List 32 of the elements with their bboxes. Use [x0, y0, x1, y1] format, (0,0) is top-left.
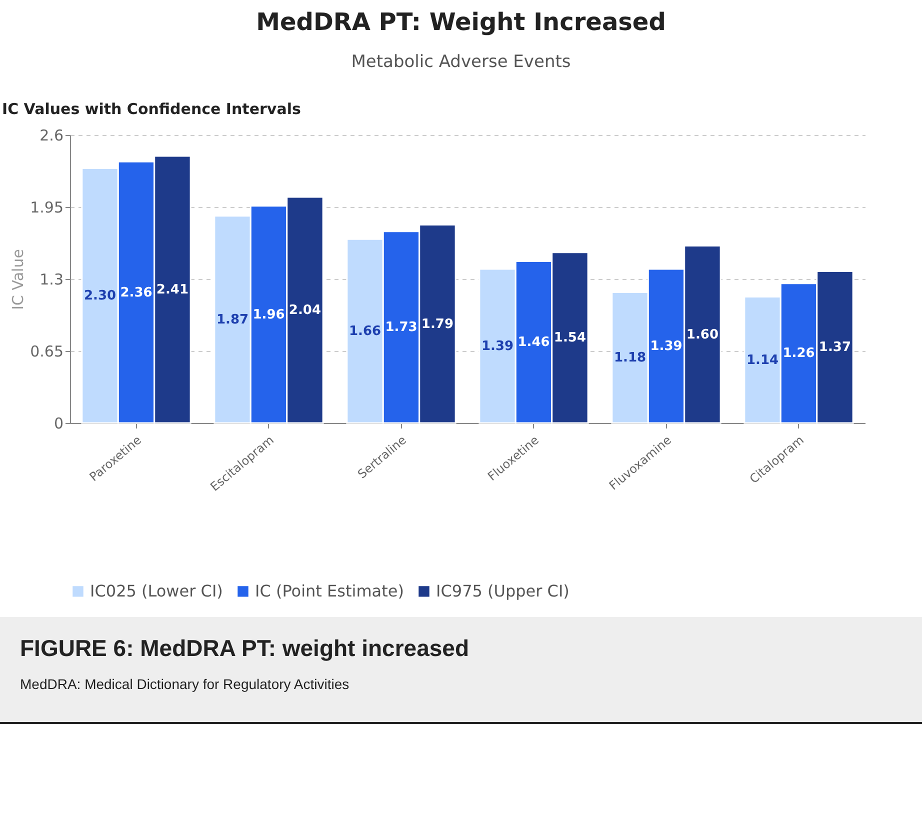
data-label: 2.41	[156, 282, 189, 298]
data-label: 1.46	[518, 335, 550, 350]
data-label: 1.18	[614, 350, 646, 366]
data-label: 2.30	[84, 288, 116, 304]
data-label: 1.66	[348, 324, 382, 340]
data-label: 1.26	[782, 346, 815, 362]
data-label: 1.60	[686, 327, 719, 342]
legend-label: IC025 (Lower CI)	[90, 581, 223, 600]
y-tick-label: 1.95	[30, 198, 64, 216]
chart-title: MedDRA PT: Weight Increased	[255, 7, 667, 36]
text: IC Values with Confidence Intervals	[2, 100, 302, 118]
data-label: 1.73	[385, 320, 418, 336]
legend-label: IC (Point Estimate)	[255, 581, 404, 600]
data-label: 1.96	[252, 307, 285, 322]
chart-subtitle: Metabolic Adverse Events	[350, 52, 572, 72]
text: MedDRA: Medical Dictionary for Regulatory Activities	[20, 676, 350, 692]
data-label: 1.87	[216, 312, 249, 328]
legend-label: IC975 (Upper CI)	[436, 581, 570, 600]
data-label: 1.54	[554, 330, 586, 346]
y-tick-label: 2.6	[40, 126, 64, 144]
y-tick-label: 1.3	[40, 270, 64, 288]
y-tick-label: 0	[54, 414, 64, 432]
data-label: 1.79	[421, 316, 454, 332]
data-label: 1.39	[650, 339, 682, 354]
data-label: 1.37	[818, 340, 852, 356]
data-label: 2.04	[288, 303, 322, 318]
data-label: 2.36	[120, 285, 152, 300]
data-label: 1.14	[746, 352, 779, 368]
y-axis-title: IC Value	[9, 249, 28, 310]
data-label: 1.39	[481, 339, 514, 354]
caption: FIGURE 6: MedDRA PT: weight increased	[20, 635, 470, 662]
y-tick-label: 0.65	[30, 342, 64, 360]
